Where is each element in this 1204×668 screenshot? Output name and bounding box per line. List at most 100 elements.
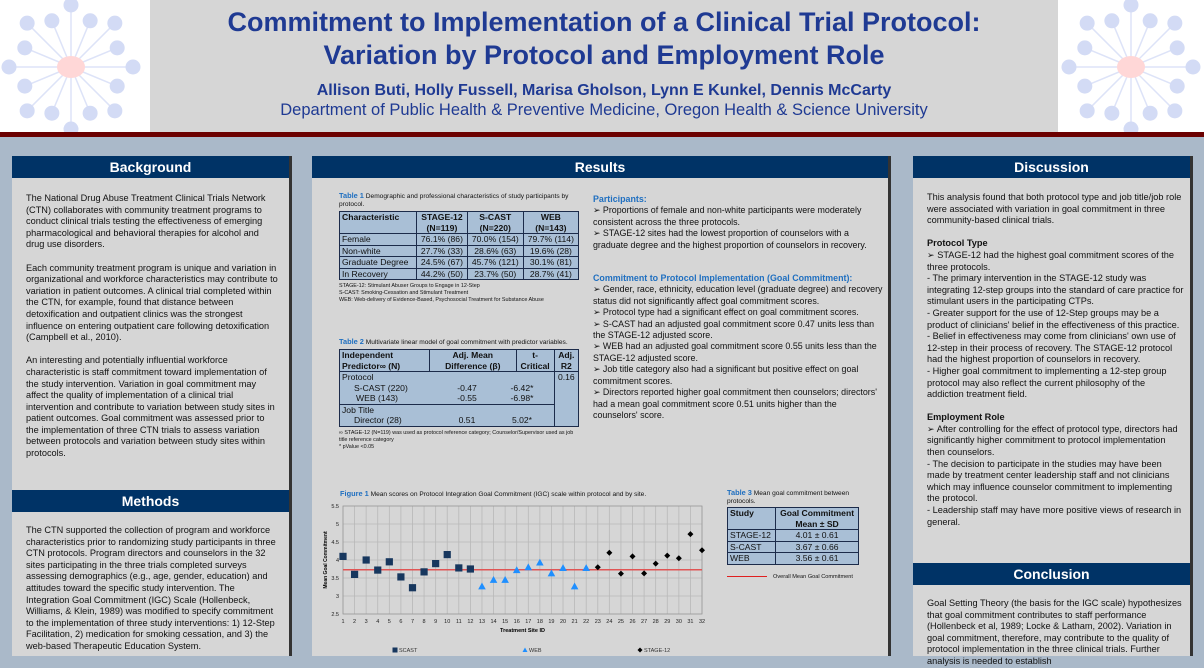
square-marker: [397, 573, 405, 581]
square-marker: [466, 565, 474, 573]
table1-row: Non-white 27.7% (33) 28.6% (63) 19.6% (28): [338, 244, 580, 257]
network-node: [1167, 15, 1183, 31]
legend-label: SCAST: [399, 648, 418, 654]
table1-cell: 30.1% (81): [522, 256, 580, 269]
network-node: [109, 40, 125, 56]
y-tick-label: 4: [336, 558, 339, 564]
diamond-marker: [699, 547, 705, 554]
x-tick-label: 10: [444, 619, 450, 625]
y-tick-label: 2.5: [331, 612, 339, 618]
x-axis-label: Treatment Site ID: [500, 628, 545, 634]
network-node: [17, 40, 33, 56]
x-tick-label: 7: [411, 619, 414, 625]
network-node: [1079, 15, 1095, 31]
x-tick-label: 14: [490, 619, 496, 625]
figure1-chart: 2.533.544.555.51 2 3 4 5 6 7 8 9 10 11 12 13 14 15 16 17…: [323, 504, 705, 654]
legend-marker-web: [522, 647, 528, 652]
x-tick-label: 5: [388, 619, 391, 625]
square-marker: [362, 556, 370, 564]
table1-cell: 24.5% (67): [416, 256, 468, 269]
table3-cell: 3.56 ± 0.61: [775, 552, 859, 565]
series-stage-12: [594, 531, 705, 577]
network-node: [1185, 59, 1201, 75]
square-marker: [350, 570, 359, 578]
x-tick-label: 26: [629, 619, 635, 625]
x-tick-label: 18: [537, 619, 543, 625]
x-tick-label: 22: [583, 619, 589, 625]
triangle-marker: [489, 576, 498, 583]
network-node: [107, 15, 123, 31]
x-tick-label: 9: [434, 619, 437, 625]
network-node: [19, 15, 35, 31]
table1-cell: 27.7% (33): [416, 244, 468, 257]
x-tick-label: 28: [653, 619, 659, 625]
square-marker: [339, 552, 347, 560]
square-marker: [420, 568, 428, 576]
discussion-heading: Discussion: [913, 156, 1190, 178]
network-node: [19, 103, 35, 119]
network-node: [109, 78, 125, 94]
table1-cell: 70.0% (154): [466, 233, 524, 246]
x-tick-label: 25: [618, 619, 624, 625]
table1-row: Graduate Degree 24.5% (67) 45.7% (121) 30.1…: [338, 256, 580, 269]
x-tick-label: 11: [456, 619, 462, 625]
conclusion-heading: Conclusion: [913, 563, 1190, 585]
table1-row: In Recovery 44.2% (50) 23.7% (50) 28.7% (41…: [338, 267, 580, 280]
table1-cell: Female: [338, 233, 418, 246]
network-node: [44, 105, 60, 121]
triangle-marker: [478, 582, 486, 590]
x-tick-label: 8: [423, 619, 426, 625]
diamond-marker: [594, 564, 601, 571]
table2: Table 2 Multivariate linear model of goa…: [339, 338, 580, 451]
x-tick-label: 16: [514, 619, 520, 625]
diamond-marker: [617, 570, 624, 577]
network-node: [1169, 78, 1185, 94]
x-tick-label: 13: [479, 619, 485, 625]
legend-label: WEB: [529, 648, 542, 654]
legend-marker-scast: [392, 647, 398, 653]
network-node: [125, 59, 141, 75]
x-tick-label: 3: [365, 619, 368, 625]
x-tick-label: 29: [664, 619, 670, 625]
table1-cell: 45.7% (121): [466, 256, 524, 269]
table1-cell: 19.6% (28): [522, 244, 580, 257]
x-tick-label: 20: [560, 619, 566, 625]
square-marker: [385, 558, 393, 566]
table1-cell: 44.2% (50): [416, 267, 468, 280]
network-node: [1077, 40, 1093, 56]
table1-grid: Characteristic STAGE-12 (N=119) S-CAST (N=…: [338, 211, 580, 280]
network-icon: [1, 0, 141, 137]
diamond-marker: [641, 570, 648, 577]
table1-cell: Non-white: [338, 244, 418, 257]
square-marker: [443, 551, 451, 559]
x-tick-label: 2: [353, 619, 356, 625]
x-tick-label: 32: [699, 619, 705, 625]
table3-row: S-CAST 3.67 ± 0.66: [726, 540, 859, 553]
network-hub: [1117, 56, 1145, 78]
series-web: [478, 558, 590, 590]
network-icon: [1061, 0, 1201, 137]
department: Department of Public Health & Preventive…: [280, 101, 928, 119]
results-findings: Participants: ➢ Proportions of female an…: [593, 194, 883, 420]
table1: Table 1 Demographic and professional cha…: [338, 192, 580, 304]
triangle-marker: [524, 563, 533, 571]
y-tick-label: 3.5: [331, 576, 339, 582]
results-heading: Results: [312, 156, 888, 178]
background-heading: Background: [12, 156, 289, 178]
x-tick-label: 15: [502, 619, 508, 625]
header-divider: [0, 132, 1204, 137]
table3-cell: 4.01 ± 0.61: [775, 529, 859, 542]
triangle-marker: [582, 564, 590, 571]
x-tick-label: 17: [525, 619, 531, 625]
discussion-text: This analysis found that both protocol t…: [927, 192, 1184, 527]
square-marker: [455, 564, 463, 572]
y-tick-label: 5: [336, 522, 339, 528]
legend-label: STAGE-12: [644, 648, 670, 654]
triangle-marker: [501, 576, 509, 583]
x-tick-label: 31: [687, 619, 693, 625]
table1-cell: 23.7% (50): [466, 267, 524, 280]
poster-title: Commitment to Implementation of a Clinic…: [227, 7, 981, 70]
mean-line-legend: Overall Mean Goal Commitment: [727, 574, 859, 580]
network-node: [1104, 105, 1120, 121]
network-node: [1077, 78, 1093, 94]
